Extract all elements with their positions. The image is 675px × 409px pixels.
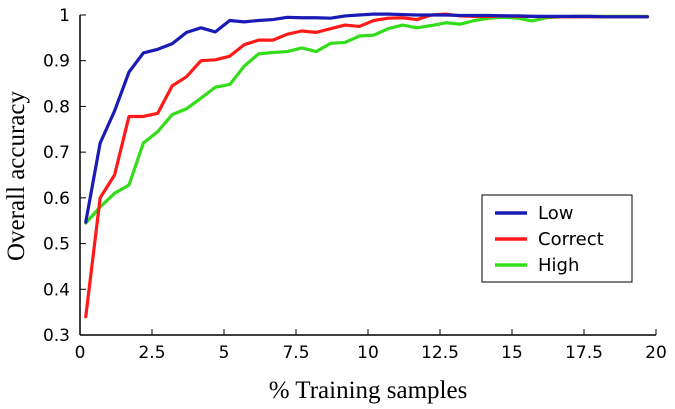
y-tick-label: 1	[59, 6, 70, 26]
x-tick-label: 15	[501, 343, 523, 363]
x-tick-label: 5	[219, 343, 230, 363]
y-tick-label: 0.4	[43, 280, 70, 300]
series-line-high	[84, 14, 649, 225]
x-tick-label: 7.5	[282, 343, 309, 363]
y-tick-label: 0.3	[43, 326, 70, 346]
y-axis-title: Overall accuracy	[3, 90, 30, 261]
legend: Low Correct High	[481, 194, 633, 283]
axes	[79, 15, 656, 336]
y-tick-label: 0.5	[43, 235, 70, 255]
x-tick-label: 0	[75, 343, 86, 363]
y-tick-label: 0.8	[43, 97, 70, 117]
legend-label-high: High	[538, 255, 579, 276]
y-tick-label: 0.7	[43, 143, 70, 163]
x-tick-label: 20	[645, 343, 667, 363]
x-tick-label: 10	[357, 343, 379, 363]
legend-label-correct: Correct	[538, 229, 604, 250]
x-axis-title: % Training samples	[269, 377, 468, 404]
series-line-low	[84, 12, 649, 224]
x-tick-label: 12.5	[421, 343, 459, 363]
series-lines	[84, 12, 649, 319]
tick-marks: 0 2.5 5 7.5 10 12.5 15 17.5 20 0.3 0.4 0.5 0.6 0.7 0.8…	[43, 6, 667, 363]
x-tick-label: 17.5	[565, 343, 603, 363]
x-tick-label: 2.5	[138, 343, 165, 363]
legend-label-low: Low	[538, 203, 573, 224]
y-tick-label: 0.6	[43, 189, 70, 209]
y-tick-label: 0.9	[43, 52, 70, 72]
